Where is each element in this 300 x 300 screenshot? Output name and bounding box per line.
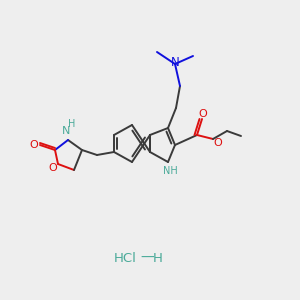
Text: O: O <box>30 140 38 150</box>
Text: O: O <box>199 109 207 119</box>
Text: HCl: HCl <box>114 251 136 265</box>
Text: H: H <box>68 119 76 129</box>
Text: NH: NH <box>163 166 177 176</box>
Text: H: H <box>153 251 163 265</box>
Text: N: N <box>62 126 70 136</box>
Text: O: O <box>49 163 57 173</box>
Text: O: O <box>214 138 222 148</box>
Text: —: — <box>140 251 154 265</box>
Text: N: N <box>171 56 179 70</box>
